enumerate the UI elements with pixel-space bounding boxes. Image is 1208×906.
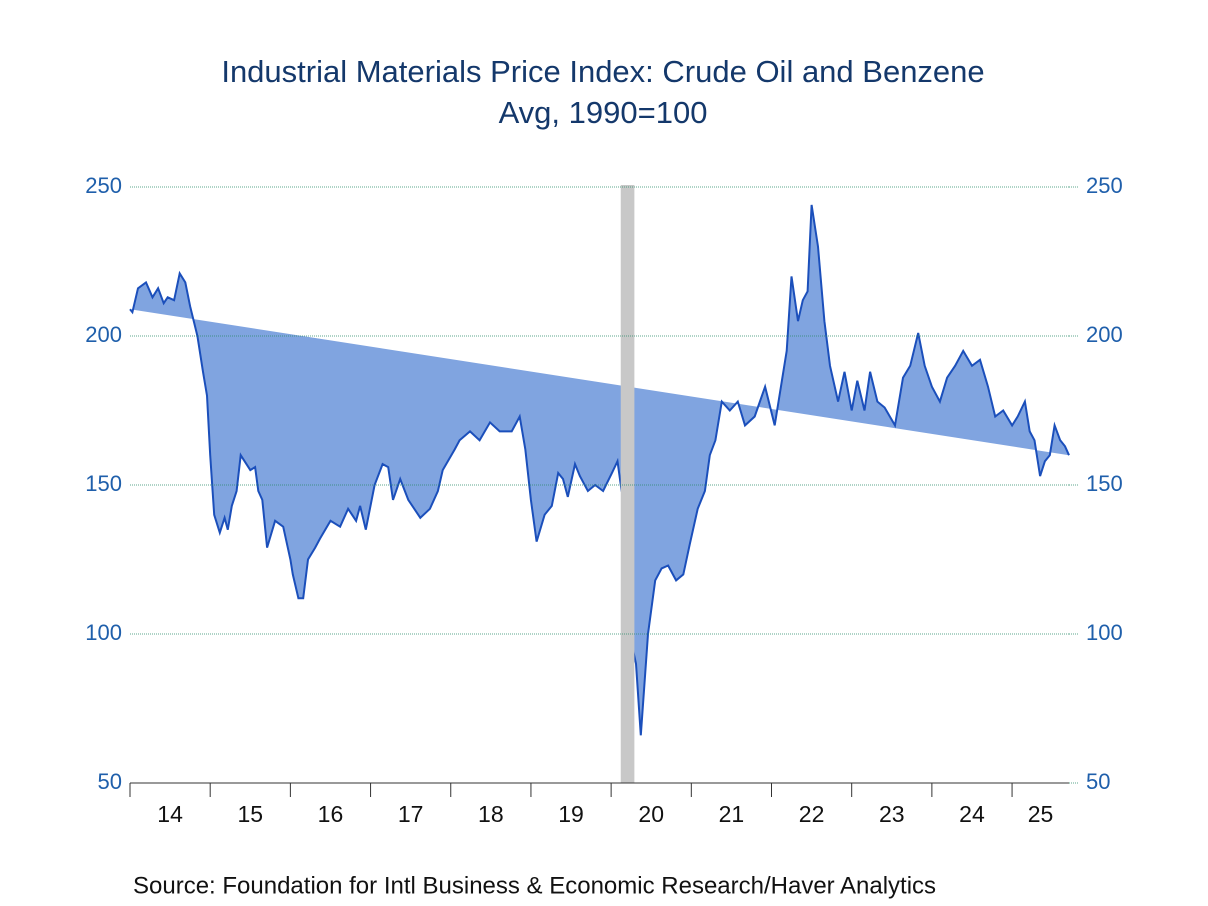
area [130,204,1069,736]
chart-subtitle: Avg, 1990=100 [499,95,708,130]
y-tick-label: 50 [98,769,122,794]
x-tick-label: 15 [237,801,263,827]
y2-tick-label: 200 [1086,322,1123,347]
y2-tick-label: 100 [1086,620,1123,645]
y-tick-label: 100 [85,620,122,645]
x-tick-label: 25 [1028,801,1054,827]
x-tick-label: 22 [799,801,825,827]
x-tick-label: 21 [719,801,745,827]
line [129,204,1070,736]
y-tick-label: 150 [85,471,122,496]
chart-title: Industrial Materials Price Index: Crude … [221,54,984,89]
y2-tick-label: 50 [1086,769,1110,794]
x-tick-label: 16 [318,801,344,827]
x-tick-label: 23 [879,801,905,827]
x-tick-label: 19 [558,801,584,827]
y2-tick-label: 250 [1086,173,1123,198]
x-tick-label: 14 [157,801,183,827]
x-tick-label: 24 [959,801,985,827]
y-tick-label: 200 [85,322,122,347]
y2-tick-label: 150 [1086,471,1123,496]
source-note: Source: Foundation for Intl Business & E… [133,872,936,899]
y-tick-label: 250 [85,173,122,198]
x-tick-label: 18 [478,801,504,827]
recession-band [620,185,635,783]
x-tick-label: 20 [638,801,664,827]
x-tick-label: 17 [398,801,424,827]
